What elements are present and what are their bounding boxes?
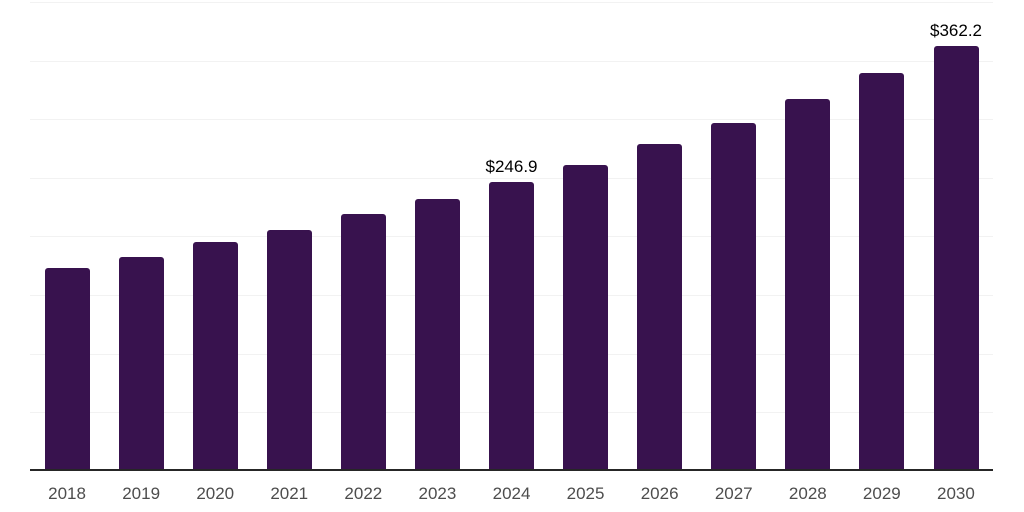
- x-tick-2024: 2024: [492, 484, 531, 503]
- x-tick-2021: 2021: [270, 484, 309, 503]
- x-tick-2030: 2030: [937, 484, 975, 503]
- data-label-2024: $246.9: [485, 156, 538, 176]
- gridline-350: [30, 61, 993, 62]
- bar-2018: [44, 268, 90, 471]
- x-tick-2018: 2018: [48, 484, 86, 503]
- x-tick-2027: 2027: [714, 484, 753, 503]
- bar-2027: [711, 122, 757, 471]
- x-tick-2019: 2019: [122, 484, 161, 503]
- x-tick-2026: 2026: [640, 484, 679, 503]
- bar-2024: [489, 181, 534, 471]
- gridline-300: [30, 119, 993, 120]
- x-tick-2020: 2020: [196, 484, 235, 503]
- bar-2019: [118, 257, 164, 471]
- bar-2030: [933, 46, 979, 471]
- bar-2023: [414, 199, 460, 471]
- bar-2020: [192, 242, 238, 471]
- bar-2025: [563, 164, 609, 471]
- gridline-400: [30, 2, 993, 3]
- x-tick-2025: 2025: [566, 484, 605, 503]
- x-tick-2029: 2029: [862, 484, 901, 503]
- bar-2022: [340, 214, 386, 471]
- x-tick-2028: 2028: [788, 484, 827, 503]
- x-tick-2022: 2022: [344, 484, 383, 503]
- bar-2029: [859, 72, 905, 471]
- x-tick-2023: 2023: [418, 484, 457, 503]
- bar-2021: [266, 229, 312, 471]
- data-label-2030: $362.2: [930, 21, 982, 41]
- bar-2026: [637, 143, 683, 471]
- x-axis-line: [30, 469, 993, 471]
- gridline-250: [30, 178, 993, 179]
- bar-2028: [785, 98, 831, 471]
